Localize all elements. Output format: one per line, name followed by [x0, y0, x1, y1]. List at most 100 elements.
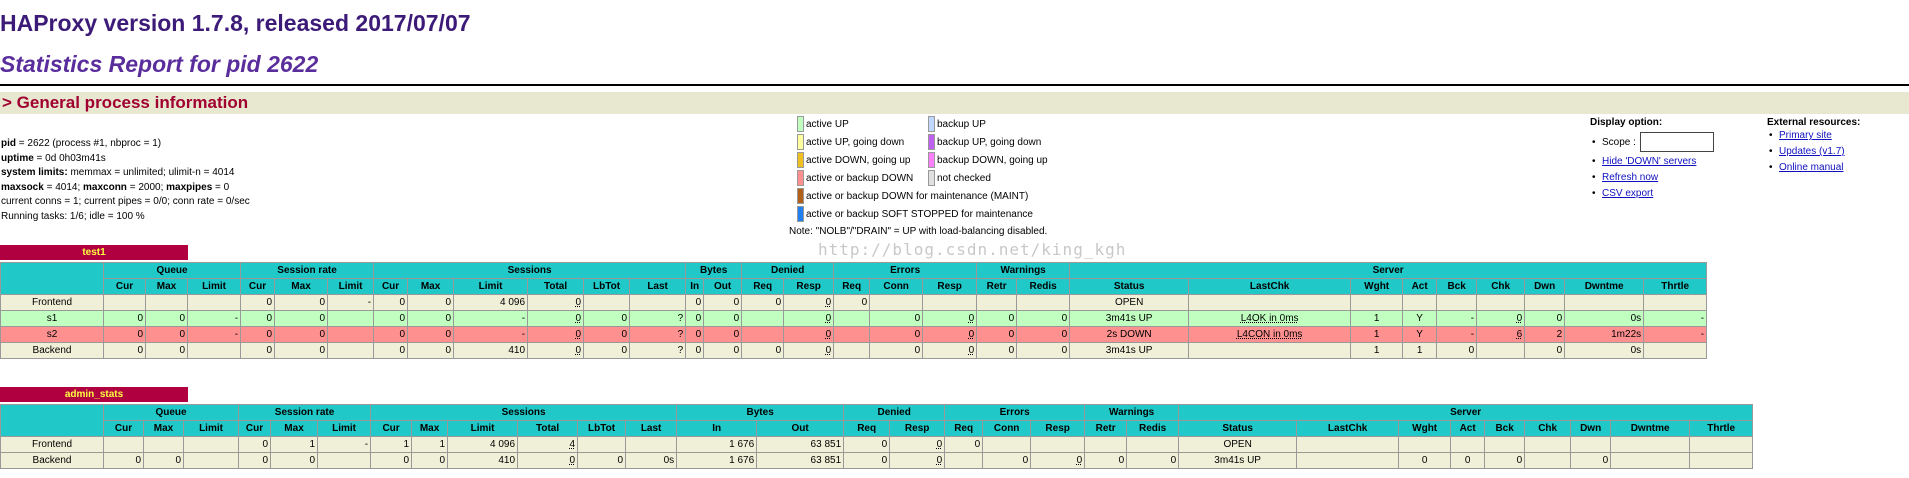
- table-cell: 0: [1030, 452, 1086, 469]
- column-header: Dwntme: [1610, 420, 1691, 437]
- display-options-title: Display option:: [1590, 117, 1663, 128]
- table-cell: [1643, 294, 1708, 311]
- table-cell: [1084, 436, 1128, 453]
- table-cell: 0: [274, 342, 329, 359]
- row-name[interactable]: s1: [0, 310, 104, 327]
- table-cell: 0: [843, 436, 891, 453]
- legend-swatch: [928, 116, 935, 132]
- table-cell: 0: [527, 310, 585, 327]
- table-cell: [976, 294, 1018, 311]
- group-header: Bytes: [676, 404, 845, 421]
- table-cell: 0: [143, 452, 184, 469]
- legend-label: backup UP: [937, 118, 986, 130]
- group-header: Session rate: [238, 404, 372, 421]
- column-header: Act: [1402, 278, 1438, 295]
- legend-swatch: [797, 152, 804, 168]
- table-cell: 0: [741, 294, 785, 311]
- table-cell: [1643, 342, 1708, 359]
- table-cell: 0: [783, 326, 835, 343]
- table-cell: 0: [238, 436, 272, 453]
- row-name[interactable]: Frontend: [0, 436, 104, 453]
- table-cell: 0: [583, 342, 631, 359]
- table-cell: 0: [103, 342, 146, 359]
- table-cell: 0: [922, 342, 978, 359]
- table-cell: [1450, 436, 1486, 453]
- legend-swatch: [797, 170, 804, 186]
- column-header: Max: [270, 420, 319, 437]
- proxy-name-test1[interactable]: test1: [0, 245, 188, 260]
- table-cell: -: [453, 310, 529, 327]
- row-name[interactable]: s2: [0, 326, 104, 343]
- table-cell: [1564, 294, 1645, 311]
- version-title: HAProxy version 1.7.8, released 2017/07/…: [0, 10, 471, 36]
- column-header: Resp: [889, 420, 946, 437]
- table-cell: 0: [741, 342, 785, 359]
- table-cell: 0: [373, 294, 409, 311]
- table-cell: [327, 326, 375, 343]
- table-cell: 0: [685, 326, 705, 343]
- csv-export-link[interactable]: CSV export: [1602, 188, 1654, 199]
- column-header: LastChk: [1296, 420, 1400, 437]
- legend-label: active or backup DOWN: [806, 172, 914, 184]
- proxy-name-admin_stats[interactable]: admin_stats: [0, 387, 188, 402]
- primary-site-link[interactable]: Primary site: [1779, 130, 1832, 141]
- table-cell: 1 676: [676, 452, 758, 469]
- column-header: Status: [1069, 278, 1190, 295]
- table-cell: [625, 436, 678, 453]
- column-header: Chk: [1524, 420, 1572, 437]
- table-cell: 0: [373, 310, 409, 327]
- hide-down-servers-link[interactable]: Hide 'DOWN' servers: [1602, 156, 1697, 167]
- column-header: LastChk: [1188, 278, 1352, 295]
- table-cell: 410: [453, 342, 529, 359]
- row-name[interactable]: Backend: [0, 342, 104, 359]
- table-cell: [1570, 436, 1612, 453]
- table-cell: 0: [976, 326, 1018, 343]
- column-header: Cur: [238, 420, 272, 437]
- online-manual-link[interactable]: Online manual: [1779, 162, 1844, 173]
- legend-item: active or backup DOWN for maintenance (M…: [797, 188, 1028, 204]
- table-cell: [1524, 436, 1572, 453]
- column-header: Req: [741, 278, 785, 295]
- scope-input[interactable]: [1639, 132, 1714, 153]
- column-header: Cur: [370, 420, 413, 437]
- group-header: Queue: [102, 404, 240, 421]
- table-cell: [186, 294, 242, 311]
- table-cell: 0: [783, 342, 835, 359]
- table-cell: [1476, 342, 1526, 359]
- row-name[interactable]: Frontend: [0, 294, 104, 311]
- table-cell: 1: [270, 436, 319, 453]
- column-header: Max: [407, 278, 455, 295]
- table-cell: 4: [517, 436, 579, 453]
- table-cell: 0: [833, 294, 871, 311]
- table-cell: 410: [447, 452, 519, 469]
- process-info-line: Running tasks: 1/6; idle = 100 %: [1, 210, 145, 222]
- table-cell: 0: [1016, 326, 1071, 343]
- table-cell: 0: [583, 310, 631, 327]
- column-header: Limit: [453, 278, 529, 295]
- legend-item: active UP: [797, 116, 849, 132]
- table-cell: 0: [703, 294, 743, 311]
- table-cell: [629, 294, 687, 311]
- refresh-now-link[interactable]: Refresh now: [1602, 172, 1659, 183]
- table-cell: 0: [982, 452, 1032, 469]
- table-cell: 1 676: [676, 436, 758, 453]
- table-cell: 3m41s UP: [1178, 452, 1298, 469]
- process-info: pid = 2622 (process #1, nbproc = 1) uptim…: [1, 137, 250, 224]
- table-cell: 63 851: [756, 436, 845, 453]
- table-cell: [833, 342, 871, 359]
- updates-link[interactable]: Updates (v1.7): [1779, 146, 1845, 157]
- legend-label: active or backup DOWN for maintenance (M…: [806, 190, 1029, 202]
- column-header: Retr: [976, 278, 1018, 295]
- row-name[interactable]: Backend: [0, 452, 104, 469]
- legend-label: active DOWN, going up: [806, 154, 911, 166]
- table-cell: 6: [1476, 326, 1526, 343]
- column-header: Thrtle: [1689, 420, 1754, 437]
- table-cell: 1: [1402, 342, 1438, 359]
- table-cell: 0: [1016, 342, 1071, 359]
- table-cell: 0: [373, 342, 409, 359]
- external-resources-title: External resources:: [1767, 117, 1861, 128]
- table-cell: 1: [1350, 310, 1404, 327]
- table-row: Backend 0 0 0 0 0 0 410 0 0 0s 1 676 63 851 0 0 0 0 0 0 3m4…: [0, 452, 1754, 469]
- table-cell: 0: [583, 326, 631, 343]
- table-cell: 0: [843, 452, 891, 469]
